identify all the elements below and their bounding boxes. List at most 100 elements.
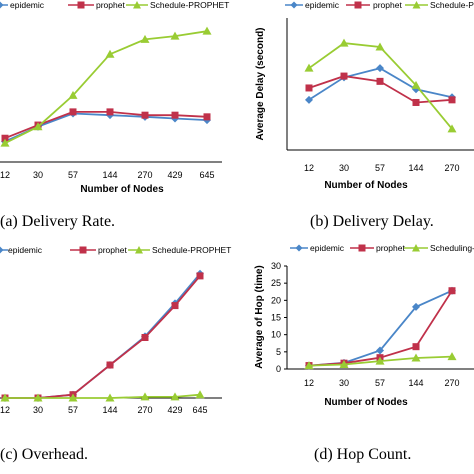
legend-c: epidemic prophet Schedule-PROPHET: [0, 245, 231, 255]
x-tick-label-3-1: 30: [339, 378, 349, 388]
panel-delivery-rate: epidemic prophet Schedule-PROPHET 12 30 57…: [0, 0, 229, 230]
legend-marker-triangle-icon: [412, 1, 421, 9]
data-point-1-2-2: [375, 42, 385, 51]
data-point-0-2-6: [202, 26, 212, 35]
y-tick-label-3-2: 10: [271, 330, 281, 340]
plot-area-c: [0, 269, 205, 402]
data-point-0-2-5: [170, 31, 180, 40]
data-point-1-2-0: [304, 63, 314, 72]
series-line-2-2: [5, 393, 201, 399]
x-tick-label-3-0: 12: [304, 378, 314, 388]
plot-area-a: [0, 26, 212, 147]
panel-overhead: epidemic prophet Schedule-PROPHET 12 30 57…: [0, 245, 231, 463]
x-tick-label-2-1: 30: [33, 405, 43, 415]
x-tick-label-2-4: 270: [137, 405, 152, 415]
data-point-1-2-1: [339, 38, 349, 47]
x-tick-label-0-2: 57: [68, 170, 78, 180]
data-point-2-2-0: [0, 393, 10, 402]
panel-hop-count: epidemic prophet Scheduling-PROPHET 0 5 10…: [254, 243, 474, 463]
data-point-0-2-1: [33, 122, 43, 131]
y-tick-label-3-1: 5: [276, 347, 281, 357]
legend-label-d-1: prophet: [376, 243, 405, 253]
plot-area-b: [304, 38, 457, 133]
legend-marker-diamond-icon: [295, 244, 303, 252]
x-axis-label-d: Number of Nodes: [324, 397, 408, 408]
legend-label-c-0: epidemic: [8, 245, 43, 255]
data-point-0-1-4: [141, 111, 149, 119]
data-point-1-1-0: [305, 84, 313, 92]
x-ticks-a: 12 30 57 144 270 429 645: [0, 170, 215, 180]
legend-marker-square-icon: [358, 244, 366, 252]
series-line-2-1: [5, 275, 201, 399]
data-point-3-2-0: [304, 361, 314, 370]
data-point-2-2-4: [140, 392, 150, 401]
x-ticks-c: 12 30 57 144 270 429 645: [0, 405, 208, 415]
data-point-0-1-2: [69, 108, 77, 116]
x-tick-label-0-4: 270: [137, 170, 152, 180]
x-tick-label-1-0: 12: [304, 163, 314, 173]
data-point-1-2-3: [411, 80, 421, 89]
y-ticks-d: 0 5 10 15 20 25 30: [271, 261, 287, 374]
data-point-2-2-3: [105, 393, 115, 402]
y-tick-label-3-0: 0: [276, 364, 281, 374]
data-point-1-2-4: [447, 124, 457, 133]
data-point-2-2-5: [170, 392, 180, 401]
data-point-3-0-2: [376, 346, 384, 355]
data-point-1-1-1: [340, 72, 348, 80]
x-ticks-d: 12 30 57 144 270: [304, 378, 460, 388]
caption-c: (c) Overhead.: [0, 446, 88, 463]
legend-marker-square-icon: [79, 246, 87, 254]
data-point-2-2-1: [33, 393, 43, 402]
x-tick-label-0-3: 144: [102, 170, 117, 180]
x-tick-label-2-2: 57: [68, 405, 78, 415]
legend-b: epidemic prophet Schedule-PROPHET: [285, 0, 474, 10]
y-tick-label-3-6: 30: [271, 261, 281, 271]
legend-marker-triangle-icon: [135, 246, 143, 254]
data-point-3-2-3: [411, 353, 421, 362]
data-point-3-2-2: [375, 356, 385, 365]
x-tick-label-2-5: 429: [167, 405, 182, 415]
data-point-2-2-2: [68, 393, 78, 402]
legend-label-b-2: Schedule-PROPHET: [430, 0, 474, 10]
data-point-0-2-0: [0, 138, 10, 147]
data-point-0-1-6: [203, 113, 211, 121]
x-tick-label-3-2: 57: [375, 378, 385, 388]
data-point-1-0-2: [376, 64, 384, 73]
legend-marker-triangle-icon: [133, 1, 141, 9]
x-tick-label-2-6: 645: [192, 405, 207, 415]
legend-label-a-0: epidemic: [10, 0, 45, 10]
data-point-1-1-3: [412, 98, 420, 106]
legend-label-a-2: Schedule-PROPHET: [150, 0, 229, 10]
data-point-3-2-1: [339, 360, 349, 369]
legend-marker-triangle-icon: [412, 244, 420, 252]
legend-label-d-2: Scheduling-PROPHET: [430, 243, 474, 253]
legend-label-c-2: Schedule-PROPHET: [152, 245, 231, 255]
data-point-2-1-3: [106, 361, 114, 369]
caption-a: (a) Delivery Rate.: [0, 213, 115, 230]
x-ticks-b: 12 30 57 144 270: [304, 163, 460, 173]
legend-label-d-0: epidemic: [310, 243, 345, 253]
data-point-3-1-4: [448, 287, 456, 295]
x-tick-label-0-0: 12: [0, 170, 10, 180]
x-tick-label-2-0: 12: [0, 405, 10, 415]
x-tick-label-1-4: 270: [444, 163, 459, 173]
legend-a: epidemic prophet Schedule-PROPHET: [0, 0, 229, 10]
data-point-2-2-6: [195, 390, 205, 399]
data-point-2-1-4: [141, 334, 149, 341]
x-axis-label-a: Number of Nodes: [80, 184, 164, 195]
data-point-0-1-3: [106, 108, 114, 116]
data-point-2-1-5: [171, 302, 179, 310]
legend-label-a-1: prophet: [96, 0, 125, 10]
x-tick-label-0-5: 429: [167, 170, 182, 180]
x-tick-label-1-2: 57: [375, 163, 385, 173]
data-point-2-1-6: [196, 272, 204, 280]
data-point-0-2-4: [140, 34, 150, 43]
x-tick-label-0-6: 645: [199, 170, 214, 180]
series-line-2-0: [5, 273, 201, 399]
data-point-0-2-2: [68, 90, 78, 99]
data-point-1-1-4: [448, 96, 456, 104]
data-point-1-0-0: [305, 95, 313, 104]
data-point-3-1-3: [412, 343, 420, 351]
caption-d: (d) Hop Count.: [314, 446, 411, 463]
